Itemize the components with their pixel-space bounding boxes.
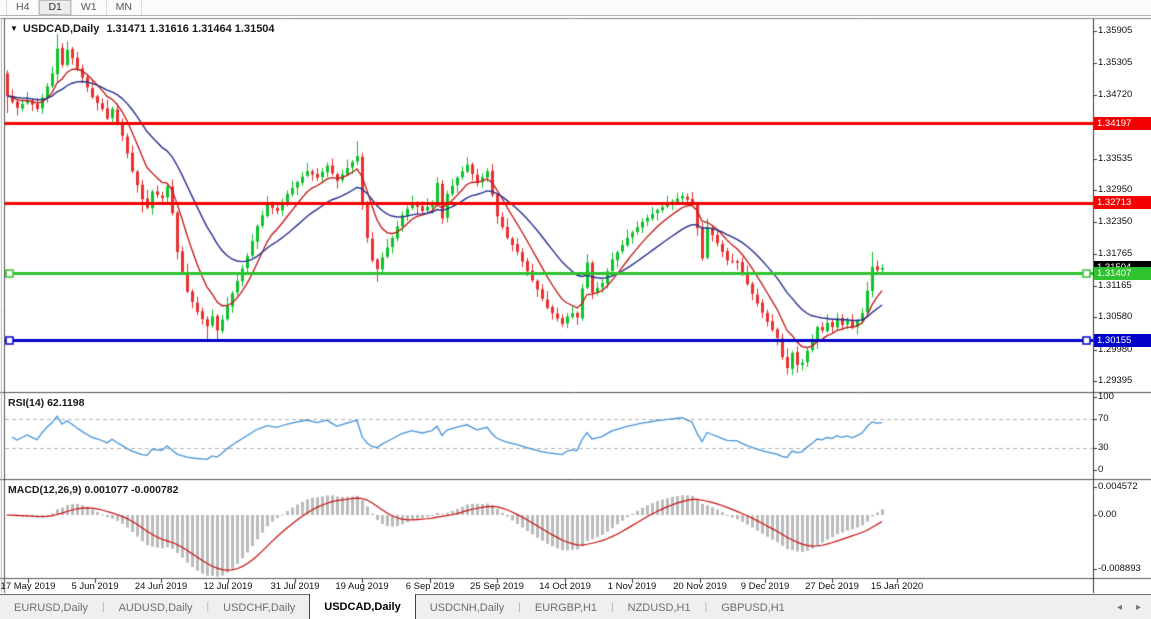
date-tick-label: 24 Jun 2019 [134, 581, 188, 592]
tab-separator: | [611, 602, 614, 613]
tab-audusd-daily[interactable]: AUDUSD,Daily [118, 601, 193, 614]
price-tick-label: 1.33535 [1098, 152, 1133, 164]
price-tick-label: 1.35305 [1098, 57, 1133, 69]
tab-separator: | [206, 602, 210, 613]
tab-usdcnh-daily[interactable]: USDCNH,Daily [429, 601, 505, 614]
price-tick-label: 1.29395 [1098, 375, 1133, 387]
chart-ohlc-values: 1.31471 1.31616 1.31464 1.31504 [106, 23, 275, 35]
chart-tabs: EURUSD,Daily | AUDUSD,Daily | USDCHF,Daily US… [0, 594, 799, 619]
date-tick-label: 19 Aug 2019 [335, 581, 389, 592]
tab-nzdusd-h1[interactable]: NZDUSD,H1 [627, 601, 691, 614]
macd-tick-label: 0.004572 [1098, 481, 1138, 492]
date-tick-label: 27 Dec 2019 [805, 581, 859, 592]
date-tick-label: 6 Sep 2019 [405, 581, 455, 592]
rsi-tick-label: 100 [1098, 391, 1114, 402]
rsi-tick-label: 30 [1098, 442, 1109, 454]
price-tick-label: 1.29980 [1098, 343, 1133, 355]
timeframe-button-mn[interactable]: MN [107, 0, 142, 15]
price-line-label-1.34197: 1.34197 [1094, 116, 1151, 130]
price-tick-label: 1.34720 [1098, 88, 1133, 100]
date-tick-label: 17 May 2019 [0, 581, 56, 592]
date-tick-label: 15 Jan 2020 [870, 581, 924, 592]
price-tick-label: 1.32350 [1098, 216, 1133, 228]
date-tick-label: 25 Sep 2019 [470, 581, 524, 592]
tab-usdchf-daily[interactable]: USDCHF,Daily [223, 601, 296, 614]
tab-scroll-left-icon[interactable]: ◂ [1116, 602, 1122, 613]
tab-eurgbp-h1[interactable]: EURGBP,H1 [534, 601, 598, 614]
date-tick-label: 9 Dec 2019 [740, 581, 790, 592]
tab-separator: | [704, 602, 708, 613]
price-tick-label: 1.31165 [1098, 280, 1132, 291]
macd-tick-label: -0.008893 [1098, 563, 1141, 575]
rsi-indicator-label: RSI(14) 62.1198 [8, 397, 85, 409]
tab-scroll-arrows: ◂ ▸ [1117, 595, 1151, 619]
date-tick-label: 31 Jul 2019 [270, 581, 320, 592]
rsi-tick-label: 0 [1098, 464, 1104, 475]
date-tick-label: 1 Nov 2019 [607, 581, 657, 592]
date-tick-label: 5 Jun 2019 [71, 581, 119, 592]
chart-symbol-label: USDCAD,Daily [22, 23, 100, 35]
price-tick-label: 1.31765 [1098, 247, 1133, 259]
price-tick-label: 1.30580 [1098, 311, 1133, 323]
timeframe-toolbar: H4 D1 W1 MN [0, 0, 1151, 16]
price-tick-label: 1.32950 [1098, 184, 1133, 196]
chart-tab-bar: EURUSD,Daily | AUDUSD,Daily | USDCHF,Daily US… [0, 594, 1151, 619]
tab-separator: | [101, 602, 105, 613]
tab-eurusd-daily[interactable]: EURUSD,Daily [14, 601, 88, 614]
chart-title: ▼ USDCAD,Daily 1.31471 1.31616 1.31464 1.3… [10, 23, 275, 35]
price-line-label-1.32713: 1.32713 [1094, 196, 1151, 210]
date-tick-label: 14 Oct 2019 [539, 581, 591, 592]
tab-separator: | [518, 602, 521, 613]
tab-usdcad-daily[interactable]: USDCAD,Daily [309, 594, 416, 619]
timeframe-button-d1[interactable]: D1 [39, 0, 72, 15]
date-tick-label: 12 Jul 2019 [203, 581, 253, 592]
timeframe-button-w1[interactable]: W1 [72, 0, 107, 15]
price-line-label-1.30155: 1.30155 [1094, 333, 1151, 347]
price-tick-label: 1.35905 [1098, 25, 1133, 37]
tab-scroll-right-icon[interactable]: ▸ [1135, 602, 1141, 613]
price-line-label-1.31407: 1.31407 [1094, 266, 1151, 280]
chevron-down-icon[interactable]: ▼ [10, 24, 18, 33]
macd-indicator-label: MACD(12,26,9) 0.001077 -0.000782 [8, 484, 179, 496]
timeframe-button-h4[interactable]: H4 [6, 0, 40, 15]
date-tick-label: 20 Nov 2019 [673, 581, 727, 592]
tab-gbpusd-h1[interactable]: GBPUSD,H1 [721, 601, 785, 614]
rsi-tick-label: 70 [1098, 412, 1109, 424]
macd-tick-label: 0.00 [1098, 509, 1117, 520]
